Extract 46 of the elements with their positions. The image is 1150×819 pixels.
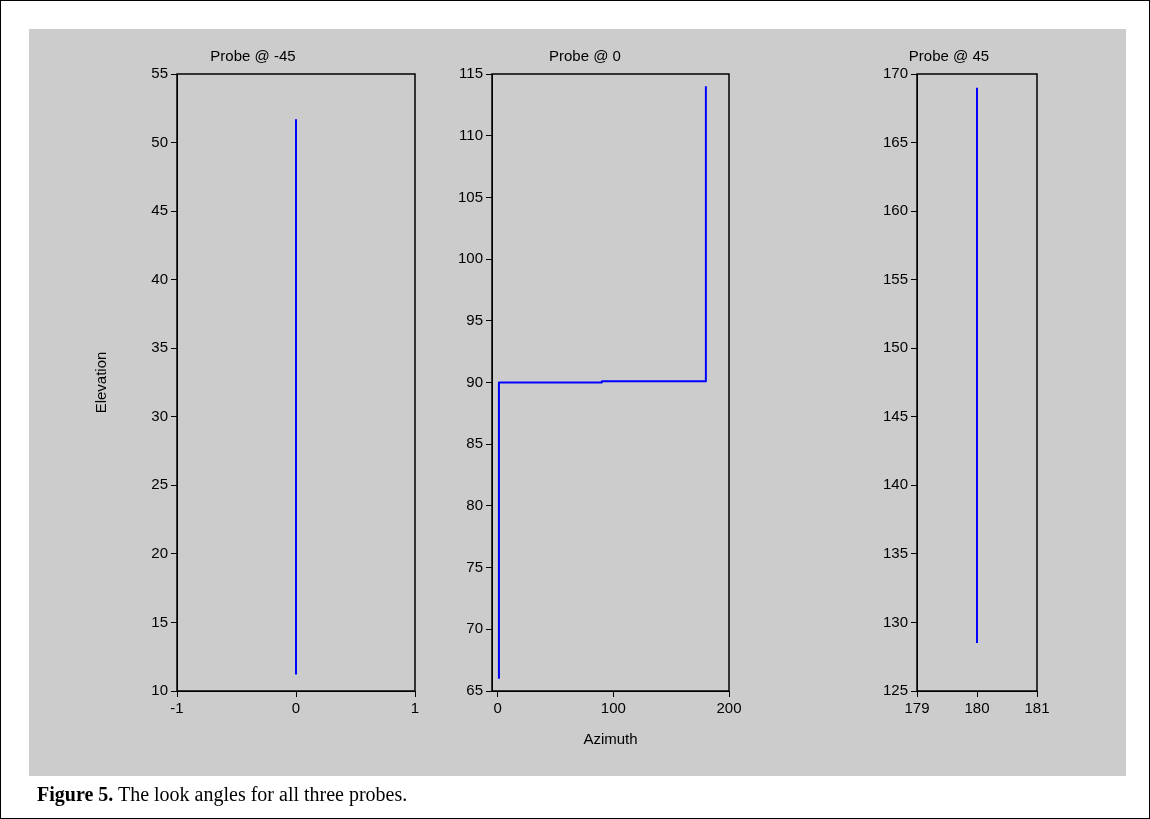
x-axis-title: Azimuth (583, 730, 638, 748)
y-tick-label: 170 (882, 64, 908, 82)
y-tick-label: 20 (151, 544, 168, 562)
y-tick-label: 95 (466, 310, 483, 328)
y-tick-label: 140 (882, 475, 908, 493)
y-tick-label: 160 (882, 201, 908, 219)
y-tick-label: 55 (151, 64, 168, 82)
y-tick-label: 130 (882, 612, 908, 630)
x-tick-label: 1 (410, 699, 420, 717)
caption: Figure 5. The look angles for all three probes. (37, 783, 408, 805)
x-tick-label: 179 (904, 699, 930, 717)
x-tick-label: 100 (600, 699, 626, 717)
y-tick-label: 100 (457, 249, 483, 267)
y-tick-label: 165 (882, 132, 908, 150)
y-tick-label: 65 (466, 681, 483, 699)
x-tick-label: 200 (716, 699, 742, 717)
x-tick-label: -1 (170, 699, 184, 717)
chart-title: Probe @ 0 (549, 47, 621, 65)
y-tick-label: 40 (151, 269, 168, 287)
y-tick-label: 135 (882, 544, 908, 562)
y-tick-label: 10 (151, 681, 168, 699)
y-axis-title: Elevation (92, 351, 110, 414)
y-tick-label: 70 (466, 619, 483, 637)
y-tick-label: 30 (151, 406, 168, 424)
x-tick-label: 0 (291, 699, 301, 717)
y-tick-label: 105 (457, 187, 483, 205)
x-tick-label: 181 (1024, 699, 1050, 717)
y-tick-label: 125 (882, 681, 908, 699)
y-tick-label: 50 (151, 132, 168, 150)
y-tick-label: 25 (151, 475, 168, 493)
x-tick-label: 180 (964, 699, 990, 717)
chart-title: Probe @ -45 (210, 47, 296, 65)
y-tick-label: 80 (466, 496, 483, 514)
y-tick-label: 110 (459, 125, 483, 143)
y-tick-label: 45 (151, 201, 168, 219)
y-tick-label: 35 (151, 338, 168, 356)
chart-title: Probe @ 45 (908, 47, 990, 65)
x-tick-label: 0 (493, 699, 502, 717)
y-tick-label: 115 (459, 64, 483, 82)
y-tick-label: 155 (882, 269, 908, 287)
y-tick-label: 145 (882, 406, 908, 424)
y-tick-label: 150 (882, 338, 908, 356)
y-tick-label: 85 (466, 434, 483, 452)
y-tick-label: 15 (151, 612, 168, 630)
y-tick-label: 90 (466, 372, 483, 390)
y-tick-label: 75 (466, 557, 483, 575)
